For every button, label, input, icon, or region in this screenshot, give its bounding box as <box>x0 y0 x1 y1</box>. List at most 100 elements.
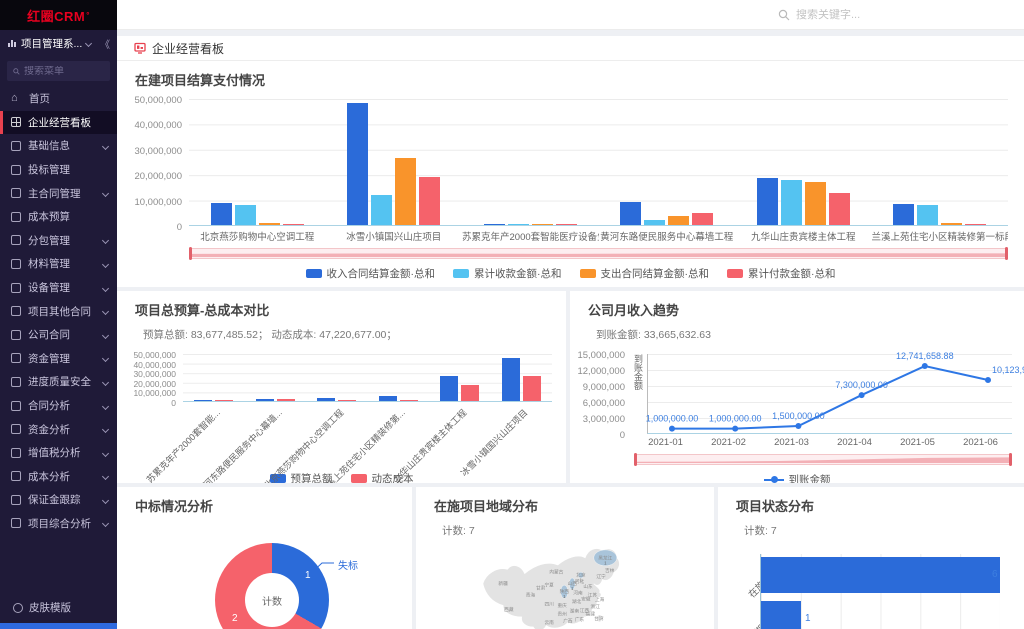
sidebar-item[interactable]: 进度质量安全 <box>0 370 117 394</box>
bar[interactable] <box>317 398 336 401</box>
chevron-down-icon[interactable] <box>101 234 110 246</box>
chevron-down-icon[interactable] <box>101 282 110 294</box>
bar[interactable] <box>668 216 690 225</box>
bar[interactable] <box>399 400 418 401</box>
bar[interactable] <box>234 205 256 225</box>
legend-item[interactable]: 累计付款金额·总和 <box>727 266 836 281</box>
bar[interactable] <box>917 205 939 225</box>
legend-item[interactable]: 动态成本 <box>350 471 414 483</box>
bar[interactable] <box>780 180 802 225</box>
chevron-down-icon[interactable] <box>101 376 110 388</box>
bar[interactable] <box>555 224 577 225</box>
sidebar-item[interactable]: 投标管理 <box>0 158 117 182</box>
legend-item[interactable]: 收入合同结算金额·总和 <box>305 266 435 281</box>
bar[interactable] <box>276 399 295 401</box>
sidebar-item[interactable]: 成本预算 <box>0 205 117 229</box>
sidebar-item[interactable]: 材料管理 <box>0 252 117 276</box>
chevron-down-icon[interactable] <box>101 187 110 199</box>
bar[interactable] <box>756 178 778 225</box>
map-region-highlight[interactable] <box>560 585 569 599</box>
data-point[interactable] <box>795 423 802 429</box>
bar[interactable] <box>215 400 234 401</box>
bar[interactable] <box>692 213 714 225</box>
bar[interactable] <box>440 376 459 401</box>
chevron-down-icon[interactable] <box>101 400 110 412</box>
data-point[interactable] <box>669 425 675 432</box>
sidebar-item[interactable]: 项目综合分析 <box>0 512 117 536</box>
bar[interactable] <box>395 158 417 225</box>
bar[interactable] <box>483 224 505 225</box>
app-logo[interactable]: 红圈CRM ° <box>0 0 117 30</box>
sidebar-item[interactable]: 保证金跟踪 <box>0 488 117 512</box>
bar[interactable] <box>507 224 529 225</box>
datazoom-handle-right[interactable] <box>1005 247 1008 260</box>
bar[interactable] <box>210 203 232 225</box>
bar[interactable] <box>761 557 1000 593</box>
system-switcher[interactable]: 项目管理系... 《 <box>0 30 117 56</box>
bar[interactable] <box>501 358 520 401</box>
bar[interactable] <box>761 601 801 629</box>
chevron-down-icon[interactable] <box>101 305 110 317</box>
sidebar-item[interactable]: 主合同管理 <box>0 181 117 205</box>
data-point[interactable] <box>858 392 865 399</box>
sidebar-item[interactable]: ⌂ 首页 <box>0 87 117 111</box>
bar[interactable] <box>347 103 369 225</box>
map-region-highlight[interactable] <box>577 572 584 579</box>
global-search-input[interactable] <box>796 8 906 21</box>
collapse-sidebar-icon[interactable]: 《 <box>100 39 110 51</box>
bar[interactable] <box>828 193 850 225</box>
sidebar-item[interactable]: 合同分析 <box>0 394 117 418</box>
sidebar-search[interactable] <box>7 61 110 81</box>
bar[interactable] <box>338 400 357 401</box>
map-region-highlight[interactable] <box>593 549 618 566</box>
bar[interactable] <box>378 396 397 401</box>
datazoom-slider[interactable] <box>189 247 1008 260</box>
sidebar-item[interactable]: 分包管理 <box>0 229 117 253</box>
sidebar-item[interactable]: 企业经营看板 <box>0 110 117 135</box>
chevron-down-icon[interactable] <box>101 517 110 529</box>
chevron-down-icon[interactable] <box>101 329 110 341</box>
bar[interactable] <box>419 177 441 225</box>
datazoom-handle-right[interactable] <box>1009 453 1012 466</box>
bar[interactable] <box>282 224 304 225</box>
legend-item[interactable]: 累计收款金额·总和 <box>453 266 562 281</box>
sidebar-item-skin-template[interactable]: 皮肤模版 <box>0 600 117 615</box>
data-point[interactable] <box>732 425 739 432</box>
data-point[interactable] <box>985 377 991 384</box>
bar[interactable] <box>522 376 541 401</box>
datazoom-handle-left[interactable] <box>634 453 637 466</box>
bar[interactable] <box>893 204 915 225</box>
map-region-highlight[interactable] <box>569 577 576 590</box>
bar[interactable] <box>620 202 642 225</box>
datazoom-handle-left[interactable] <box>189 247 192 260</box>
chevron-down-icon[interactable] <box>101 494 110 506</box>
legend-item[interactable]: 到账金额 <box>763 472 831 483</box>
sidebar-search-input[interactable] <box>24 65 104 77</box>
datazoom-slider[interactable] <box>634 453 1012 466</box>
bar[interactable] <box>965 224 987 225</box>
chevron-down-icon[interactable] <box>101 447 110 459</box>
sidebar-item[interactable]: 设备管理 <box>0 276 117 300</box>
bar[interactable] <box>644 220 666 225</box>
search-icon[interactable] <box>778 9 790 21</box>
trend-line[interactable] <box>672 364 989 430</box>
bar[interactable] <box>941 223 963 225</box>
sidebar-item[interactable]: 成本分析 <box>0 465 117 489</box>
sidebar-item[interactable]: 增值税分析 <box>0 441 117 465</box>
sidebar-item[interactable]: 项目其他合同 <box>0 299 117 323</box>
sidebar-item[interactable]: 公司合同 <box>0 323 117 347</box>
chevron-down-icon[interactable] <box>101 423 110 435</box>
sidebar-item[interactable]: 资金管理 <box>0 347 117 371</box>
chevron-down-icon[interactable] <box>101 470 110 482</box>
sidebar-item[interactable]: 资金分析 <box>0 417 117 441</box>
legend-item[interactable]: 预算总额 <box>269 471 333 483</box>
chevron-down-icon[interactable] <box>101 352 110 364</box>
chevron-down-icon[interactable] <box>101 258 110 270</box>
bar[interactable] <box>194 400 213 401</box>
bar[interactable] <box>371 195 393 225</box>
chevron-down-icon[interactable] <box>101 140 110 152</box>
bar[interactable] <box>531 224 553 225</box>
bar[interactable] <box>804 182 826 225</box>
legend-item[interactable]: 支出合同结算金额·总和 <box>579 266 709 281</box>
